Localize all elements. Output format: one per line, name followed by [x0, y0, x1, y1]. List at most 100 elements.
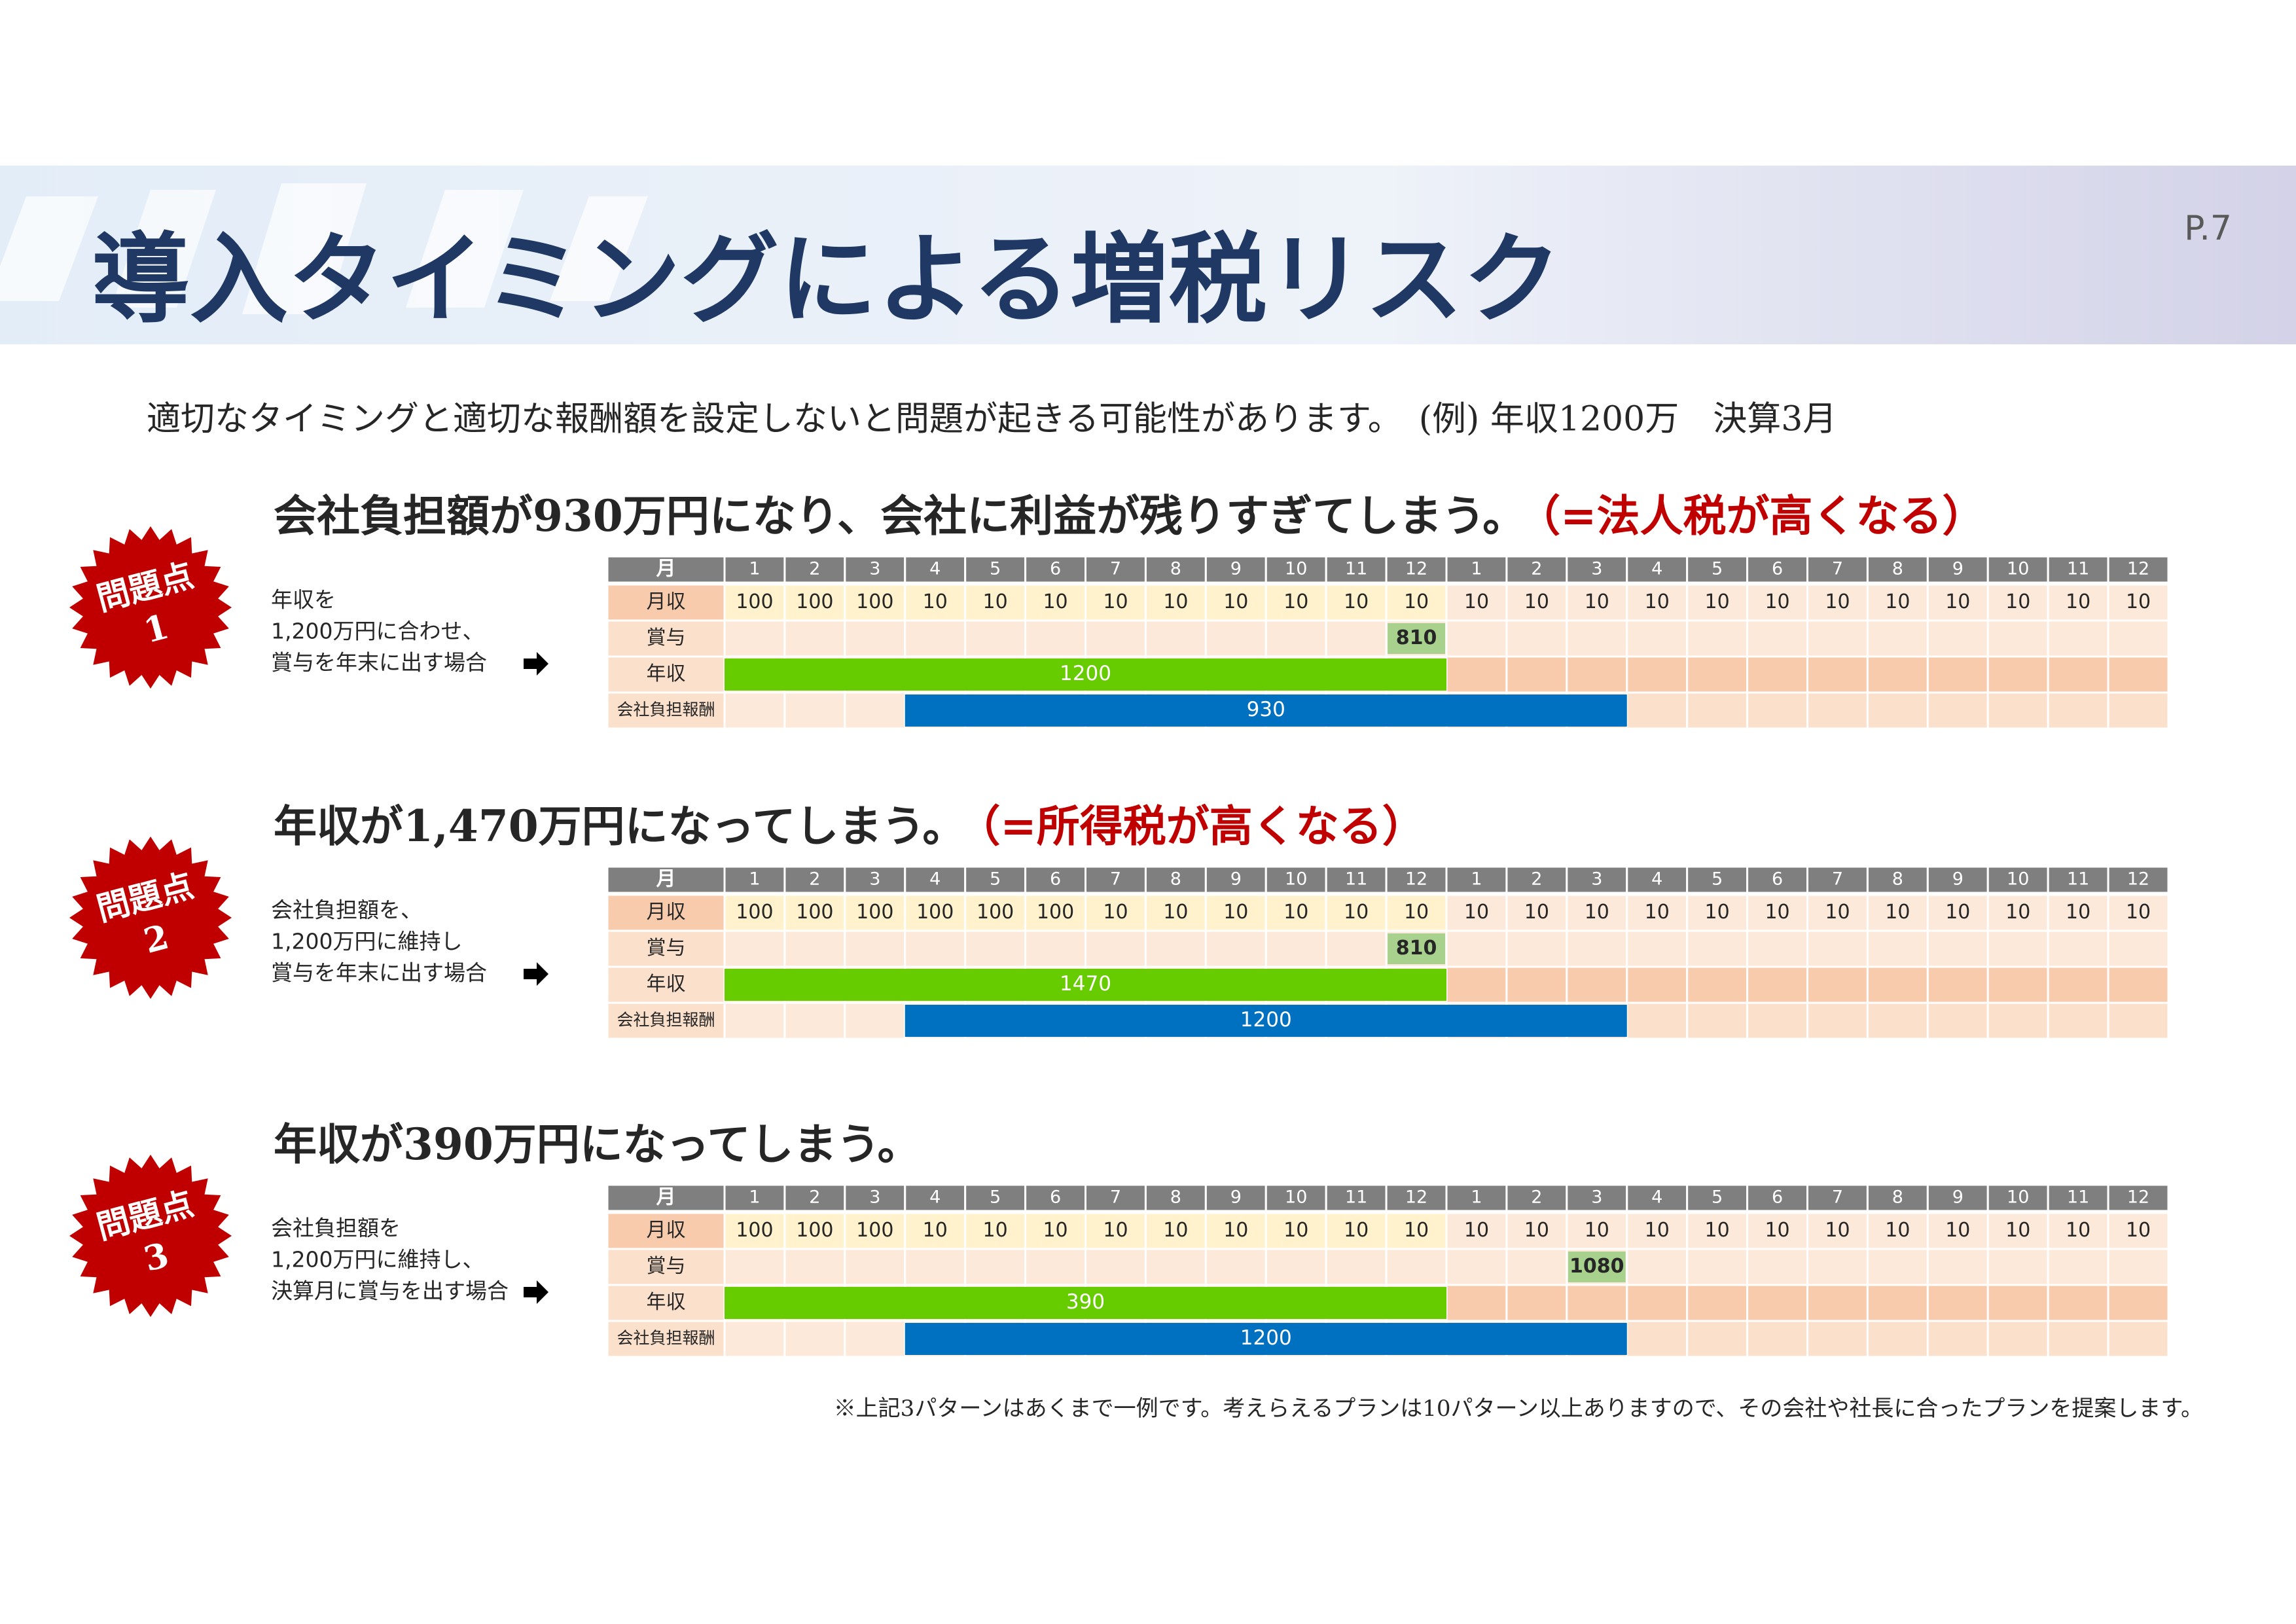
- month: 11: [2067, 1187, 2089, 1208]
- cell: [1986, 691, 2049, 730]
- monthly-value: 10: [1524, 901, 1549, 924]
- income-bar: [725, 969, 1446, 1001]
- monthly-value: 10: [2066, 901, 2090, 924]
- month: 2: [1531, 559, 1542, 579]
- month: 12: [2127, 869, 2149, 890]
- monthly-value: 10: [1524, 1219, 1549, 1242]
- monthly-value: 10: [1885, 901, 1910, 924]
- cell: [1926, 691, 1989, 730]
- month: 2: [1531, 1187, 1542, 1208]
- cell: [723, 1320, 786, 1358]
- cell: [1926, 619, 1989, 658]
- income-value: 390: [1066, 1290, 1105, 1314]
- month: 11: [1345, 1187, 1367, 1208]
- month: 12: [1405, 1187, 1427, 1208]
- cell: [1806, 655, 1869, 694]
- header-cell: [1806, 865, 1869, 894]
- cell: [1085, 893, 1147, 932]
- month: 1: [749, 1187, 760, 1208]
- monthly-value: 10: [1344, 901, 1369, 924]
- monthly-value: 10: [2005, 1219, 2030, 1242]
- income-value: 1200: [1060, 662, 1111, 685]
- cell: [1686, 1001, 1749, 1040]
- description: 1,200万円に維持し、: [271, 1247, 484, 1272]
- header-cell: [1686, 865, 1749, 894]
- cell: [1325, 583, 1388, 622]
- monthly-value: 10: [1945, 901, 1970, 924]
- cell: [904, 1212, 967, 1250]
- monthly-value: 10: [1344, 590, 1369, 613]
- header-cell: [1686, 1183, 1749, 1212]
- bonus-cell: [1568, 1252, 1626, 1282]
- cell: [1986, 1320, 2049, 1358]
- header-label: 月: [656, 868, 676, 891]
- monthly-value: 100: [916, 901, 954, 924]
- cell: [1866, 655, 1929, 694]
- month: 3: [1591, 869, 1602, 890]
- header-cell: [1926, 555, 1989, 584]
- cell: [1746, 1212, 1808, 1250]
- header-cell: [1926, 865, 1989, 894]
- month: 2: [1531, 869, 1542, 890]
- cell: [1746, 1248, 1808, 1286]
- cell: [904, 929, 967, 968]
- cell: [1926, 965, 1989, 1004]
- monthly-value: 10: [1043, 1219, 1067, 1242]
- header-cell: [606, 555, 726, 584]
- cell: [1866, 1001, 1929, 1040]
- monthly-value: 10: [1885, 590, 1910, 613]
- header-cell: [1806, 1183, 1869, 1212]
- cell: [1024, 893, 1087, 932]
- header-cell: [1505, 1183, 1568, 1212]
- monthly-value: 10: [1765, 901, 1789, 924]
- month: 6: [1050, 1187, 1061, 1208]
- monthly-value: 10: [983, 590, 1008, 613]
- header-cell: [1445, 1183, 1508, 1212]
- cell: [1445, 929, 1508, 968]
- cell: [904, 583, 967, 622]
- month: 1: [1471, 1187, 1482, 1208]
- cell: [2047, 1248, 2109, 1286]
- row-label: 会社負担報酬: [617, 700, 715, 719]
- cell: [1806, 1248, 1869, 1286]
- cell: [964, 1248, 1027, 1286]
- cell: [2047, 691, 2109, 730]
- footnote: ※上記3パターンはあくまで一例です。考えらえるプランは10パターン以上ありますの…: [834, 1396, 2203, 1422]
- cell: [1926, 1284, 1989, 1322]
- header-cell: [1204, 1183, 1267, 1212]
- header-cell: [1686, 555, 1749, 584]
- cell: [1626, 929, 1689, 968]
- heading-note: （=所得税が高くなる）: [978, 801, 1425, 852]
- header-cell: [1866, 555, 1929, 584]
- header-cell: [723, 865, 786, 894]
- cell: [1986, 655, 2049, 694]
- cell: [2107, 583, 2170, 622]
- cell: [1505, 929, 1568, 968]
- monthly-value: 10: [1825, 1219, 1850, 1242]
- cell: [2107, 929, 2170, 968]
- cell: [1204, 1248, 1267, 1286]
- monthly-value: 100: [796, 590, 833, 613]
- cell: [1866, 691, 1929, 730]
- cell: [844, 1248, 906, 1286]
- description: 賞与を年末に出す場合: [271, 960, 487, 986]
- cell: [2047, 619, 2109, 658]
- cell: [1746, 655, 1808, 694]
- monthly-value: 10: [1645, 901, 1670, 924]
- cell: [2107, 691, 2170, 730]
- cell: [1445, 1212, 1508, 1250]
- cell: [1505, 965, 1568, 1004]
- description: 賞与を年末に出す場合: [271, 650, 487, 676]
- cell: [2047, 1001, 2109, 1040]
- cell: [1626, 1001, 1689, 1040]
- month: 8: [1170, 1187, 1181, 1208]
- cell: [1866, 1248, 1929, 1286]
- month: 6: [1050, 559, 1061, 579]
- month: 4: [929, 869, 941, 890]
- arrow: [524, 652, 548, 676]
- cell: [1325, 619, 1388, 658]
- header-cell: [1085, 865, 1147, 894]
- cell: [723, 1248, 786, 1286]
- cell: [1445, 1284, 1508, 1322]
- month: 9: [1230, 869, 1242, 890]
